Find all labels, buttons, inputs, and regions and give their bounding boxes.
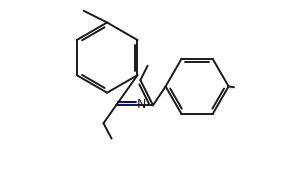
Text: N: N xyxy=(136,98,146,111)
